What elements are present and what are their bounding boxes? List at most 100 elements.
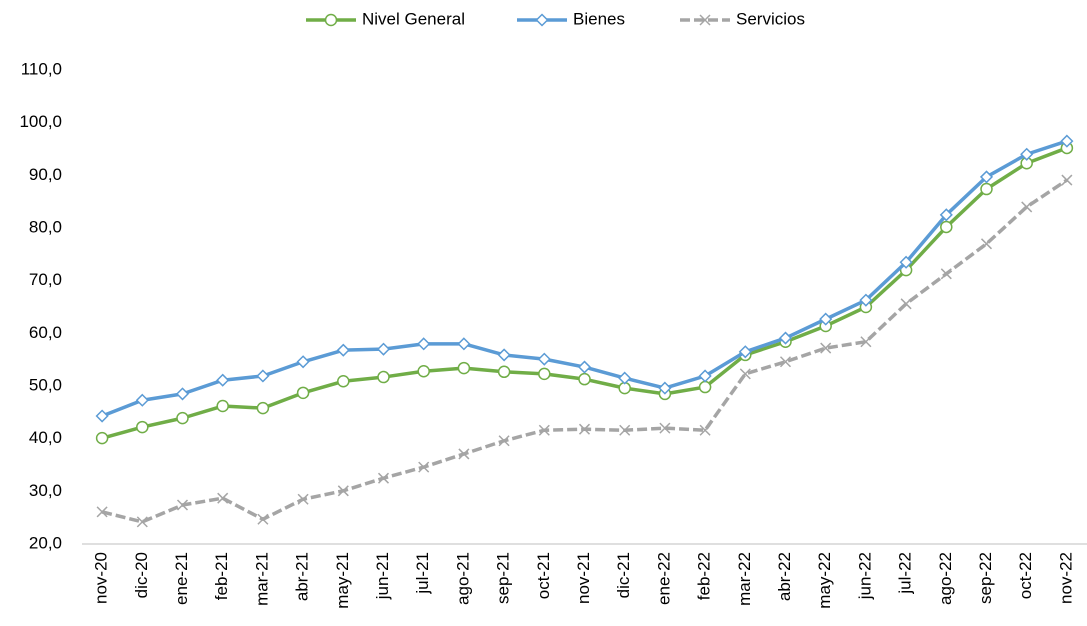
marker xyxy=(95,431,109,445)
x-tick-label: jul-21 xyxy=(413,552,432,595)
marker xyxy=(96,506,108,518)
y-tick-label: 80,0 xyxy=(29,217,62,236)
x-tick-label: nov-20 xyxy=(92,552,111,604)
y-tick-label: 50,0 xyxy=(29,375,62,394)
legend-label: Nivel General xyxy=(362,9,465,28)
x-tick-label: sep-22 xyxy=(976,552,995,604)
x-tick-label: oct-22 xyxy=(1016,552,1035,599)
x-tick-label: feb-22 xyxy=(695,552,714,600)
marker xyxy=(417,337,431,351)
marker xyxy=(578,372,591,386)
marker xyxy=(619,424,631,436)
marker xyxy=(457,337,471,351)
marker xyxy=(175,387,190,401)
legend-label: Bienes xyxy=(573,9,625,28)
marker xyxy=(618,371,632,385)
marker xyxy=(538,367,551,381)
x-tick-label: may-21 xyxy=(333,552,352,609)
marker xyxy=(940,220,953,234)
marker xyxy=(297,493,309,505)
marker xyxy=(337,485,349,497)
marker xyxy=(176,411,189,425)
marker xyxy=(256,401,270,415)
marker xyxy=(457,361,471,375)
marker xyxy=(256,369,270,383)
y-tick-label: 90,0 xyxy=(29,165,62,184)
marker xyxy=(458,448,470,460)
marker xyxy=(296,386,310,400)
x-tick-label: dic-21 xyxy=(614,552,633,598)
x-tick-label: nov-21 xyxy=(574,552,593,604)
marker xyxy=(497,365,511,379)
x-tick-label: oct-21 xyxy=(534,552,553,599)
x-tick-label: ago-22 xyxy=(936,552,955,605)
marker xyxy=(216,373,230,387)
marker xyxy=(980,182,993,196)
marker xyxy=(658,381,672,395)
marker xyxy=(819,312,833,326)
marker xyxy=(578,423,591,435)
series-line xyxy=(101,178,1068,524)
y-tick-label: 40,0 xyxy=(29,428,62,447)
marker xyxy=(95,409,109,423)
y-tick-label: 20,0 xyxy=(29,533,62,552)
marker xyxy=(939,208,953,222)
x-tick-label: mar-21 xyxy=(252,552,271,606)
marker xyxy=(136,420,149,434)
x-tick-label: ene-22 xyxy=(654,552,673,605)
marker xyxy=(136,516,148,528)
x-tick-label: jul-22 xyxy=(896,552,915,595)
marker xyxy=(820,342,832,354)
marker xyxy=(337,375,350,388)
marker xyxy=(257,513,269,525)
marker xyxy=(538,424,550,436)
marker xyxy=(577,360,592,374)
marker xyxy=(1020,147,1034,161)
x-tick-label: ago-21 xyxy=(453,552,472,605)
x-tick-label: ene-21 xyxy=(172,552,191,605)
marker xyxy=(1060,134,1074,148)
marker xyxy=(418,461,430,473)
marker xyxy=(296,355,310,369)
x-tick-label: nov-22 xyxy=(1056,552,1075,604)
marker xyxy=(779,356,792,368)
marker xyxy=(698,369,712,383)
marker xyxy=(336,343,350,357)
marker xyxy=(738,345,752,359)
marker xyxy=(417,365,430,378)
marker xyxy=(1021,201,1033,213)
marker xyxy=(376,342,391,356)
marker xyxy=(979,170,994,184)
marker xyxy=(940,268,952,280)
x-tick-label: sep-21 xyxy=(494,552,513,604)
x-tick-label: may-22 xyxy=(815,552,834,609)
marker xyxy=(860,336,872,348)
y-tick-label: 110,0 xyxy=(21,59,62,78)
marker xyxy=(497,348,511,362)
marker xyxy=(176,499,189,511)
marker xyxy=(900,298,912,310)
y-tick-label: 30,0 xyxy=(29,481,62,500)
marker xyxy=(699,424,711,436)
marker xyxy=(537,352,551,366)
x-tick-label: dic-20 xyxy=(132,552,151,598)
marker xyxy=(377,472,390,484)
legend-label: Servicios xyxy=(736,9,805,28)
marker xyxy=(980,238,993,250)
marker xyxy=(498,435,510,447)
marker xyxy=(1061,174,1073,186)
x-tick-label: abr-22 xyxy=(775,552,794,601)
marker xyxy=(659,422,671,434)
marker xyxy=(739,368,751,380)
x-tick-label: jun-22 xyxy=(855,552,874,600)
marker xyxy=(377,370,390,384)
legend-marker xyxy=(699,14,711,26)
legend-marker xyxy=(324,13,338,27)
legend-marker xyxy=(535,13,549,27)
x-tick-label: abr-21 xyxy=(293,552,312,601)
x-tick-label: mar-22 xyxy=(735,552,754,606)
marker xyxy=(216,399,229,413)
y-tick-label: 70,0 xyxy=(29,270,62,289)
y-tick-label: 60,0 xyxy=(29,323,62,342)
x-tick-label: feb-21 xyxy=(212,552,231,600)
